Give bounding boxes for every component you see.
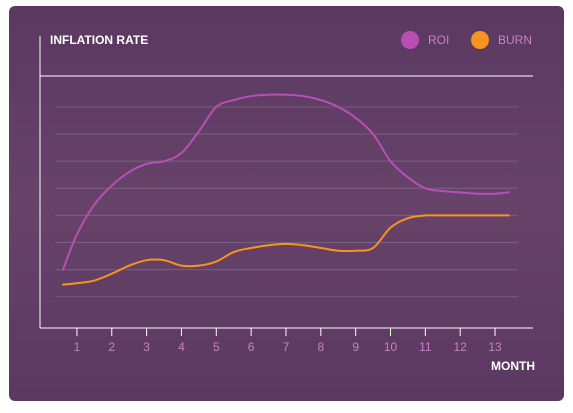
x-tick-label: 2 [108,340,115,354]
x-tick-label: 5 [213,340,220,354]
x-tick-label: 10 [384,340,398,354]
line-series [61,214,510,286]
x-axis-label: MONTH [491,359,535,373]
x-tick-label: 6 [248,340,255,354]
line-series [61,93,510,271]
card [9,6,564,401]
x-tick-label: 13 [488,340,502,354]
x-tick-label: 8 [317,340,324,354]
x-tick-label: 12 [454,340,468,354]
legend-swatch [471,31,489,49]
x-tick-label: 11 [419,340,432,354]
legend-label: BURN [498,33,532,47]
x-tick-label: 3 [143,340,150,354]
chart-title: INFLATION RATE [50,33,148,47]
legend-swatch [401,31,419,49]
x-tick-label: 1 [74,340,81,354]
x-tick-label: 9 [352,340,359,354]
x-tick-label: 4 [178,340,185,354]
legend-label: ROI [428,33,449,47]
x-tick-label: 7 [283,340,290,354]
